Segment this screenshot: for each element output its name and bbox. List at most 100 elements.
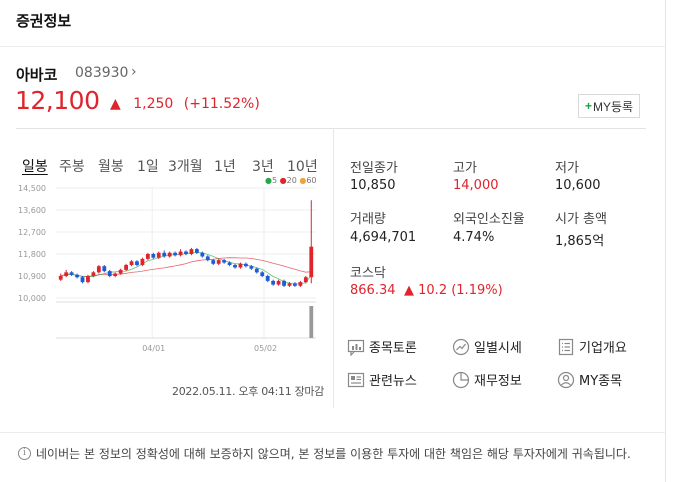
- candle-body: [293, 283, 297, 286]
- disclaimer-text: 네이버는 본 정보의 정확성에 대해 보증하지 않으며, 본 정보를 이용한 투…: [36, 447, 631, 461]
- kosdaq-change-value: 10.2 (1.19%): [418, 283, 503, 298]
- ma-legend: ●5 ●20 ●60: [265, 176, 317, 185]
- candle-body: [96, 266, 101, 273]
- user-icon: [557, 371, 575, 388]
- link-label: 기업개요: [579, 341, 627, 356]
- stat-label-low: 저가: [555, 161, 579, 176]
- y-tick-label: 12,700: [18, 228, 46, 237]
- y-tick-label: 10,000: [18, 294, 46, 303]
- candle-body: [80, 277, 85, 283]
- candle-body: [249, 266, 254, 269]
- candle-body: [309, 246, 314, 278]
- section-title: 증권정보: [16, 12, 72, 30]
- kosdaq-change: ▲ 10.2 (1.19%): [404, 283, 503, 298]
- candle-body: [107, 271, 112, 276]
- market-close-timestamp: 2022.05.11. 오후 04:11 장마감: [172, 385, 325, 398]
- ma5-dot-icon: ●: [265, 176, 272, 185]
- stat-value-volume: 4,694,701: [350, 230, 417, 245]
- link-label: 일별시세: [474, 341, 522, 356]
- candle-body: [75, 274, 79, 278]
- candle-body: [113, 273, 118, 276]
- tab-daily[interactable]: 일봉: [22, 159, 48, 175]
- stat-label-foreign-ratio: 외국인소진율: [453, 212, 525, 227]
- candle-body: [156, 252, 161, 258]
- candle-body: [135, 261, 139, 265]
- stock-name-link[interactable]: 아바코: [16, 66, 58, 84]
- candlestick-chart[interactable]: 14,500 13,600 12,700 11,800 10,900 10,000 04/0…: [18, 180, 320, 355]
- candle-body: [238, 263, 243, 268]
- candle-body: [58, 276, 63, 280]
- price-change: ▲ 1,250 (+11.52%): [110, 96, 260, 112]
- divider: [0, 432, 666, 433]
- candle-body: [124, 265, 128, 270]
- stat-label-market-cap: 시가 총액: [555, 212, 607, 227]
- candle-body: [222, 260, 227, 263]
- candle-body: [282, 280, 286, 286]
- candle-body: [178, 251, 183, 256]
- info-icon: i: [18, 447, 31, 460]
- x-tick-label: 04/01: [142, 344, 165, 353]
- candle-body: [140, 258, 145, 265]
- candle-body: [69, 272, 74, 275]
- y-tick-label: 13,600: [18, 206, 46, 215]
- candle-body: [64, 272, 69, 276]
- candle-body: [102, 266, 107, 272]
- plus-icon: +: [585, 99, 593, 113]
- candle-body: [265, 276, 270, 281]
- y-tick-label: 10,900: [18, 272, 46, 281]
- candle-body: [271, 280, 276, 285]
- tab-10years[interactable]: 10년: [287, 159, 318, 175]
- tab-weekly[interactable]: 주봉: [59, 159, 85, 175]
- link-daily-quotes[interactable]: 일별시세: [452, 337, 522, 356]
- candle-body: [244, 263, 248, 267]
- newspaper-icon: [347, 372, 365, 387]
- change-amount: 1,250: [133, 96, 174, 112]
- up-arrow-icon: ▲: [110, 96, 121, 112]
- stat-label-prev-close: 전일종가: [350, 161, 398, 176]
- stock-code[interactable]: 083930: [75, 65, 129, 81]
- trend-line-icon: [452, 338, 470, 355]
- column-divider: [333, 128, 334, 408]
- tab-1year[interactable]: 1년: [214, 159, 236, 175]
- link-discussion[interactable]: 종목토론: [347, 337, 417, 356]
- candle-body: [162, 252, 167, 257]
- link-my-stocks[interactable]: MY종목: [557, 370, 622, 389]
- x-tick-label: 05/02: [254, 344, 277, 353]
- y-tick-label: 14,500: [18, 184, 46, 193]
- chevron-right-icon[interactable]: ›: [131, 64, 137, 80]
- tab-3years[interactable]: 3년: [252, 159, 274, 175]
- divider: [16, 128, 646, 129]
- tab-3months[interactable]: 3개월: [168, 159, 203, 175]
- document-list-icon: [558, 338, 574, 355]
- candle-body: [91, 272, 96, 276]
- stat-value-high: 14,000: [453, 178, 499, 193]
- tab-monthly[interactable]: 월봉: [98, 159, 124, 175]
- link-label: 관련뉴스: [369, 374, 417, 389]
- link-label: 재무정보: [474, 374, 522, 389]
- stat-value-kosdaq: 866.34: [350, 283, 396, 298]
- link-company-overview[interactable]: 기업개요: [557, 337, 627, 356]
- stat-label-high: 고가: [453, 161, 477, 176]
- link-financial-info[interactable]: 재무정보: [452, 370, 522, 389]
- link-label: 종목토론: [369, 341, 417, 356]
- current-price: 12,100: [15, 86, 100, 115]
- ma60-label: 60: [306, 176, 317, 185]
- candle-body: [173, 252, 178, 256]
- link-related-news[interactable]: 관련뉴스: [347, 370, 417, 389]
- stat-value-market-cap: 1,865억: [555, 234, 605, 249]
- candle-body: [205, 256, 210, 261]
- ma5-label: 5: [271, 176, 278, 185]
- tab-1day[interactable]: 1일: [137, 159, 159, 175]
- ma60-dot-icon: ●: [299, 176, 307, 185]
- candle-body: [254, 268, 259, 273]
- stat-value-prev-close: 10,850: [350, 178, 396, 193]
- add-my-stock-button[interactable]: + MY등록: [578, 94, 641, 118]
- candle-body: [298, 282, 303, 286]
- candle-body: [233, 265, 237, 268]
- candle-body: [189, 249, 194, 254]
- candle-body: [118, 269, 123, 274]
- candle-body: [129, 261, 134, 265]
- up-arrow-icon: ▲: [404, 283, 414, 298]
- divider: [0, 46, 666, 47]
- candle-body: [216, 260, 221, 264]
